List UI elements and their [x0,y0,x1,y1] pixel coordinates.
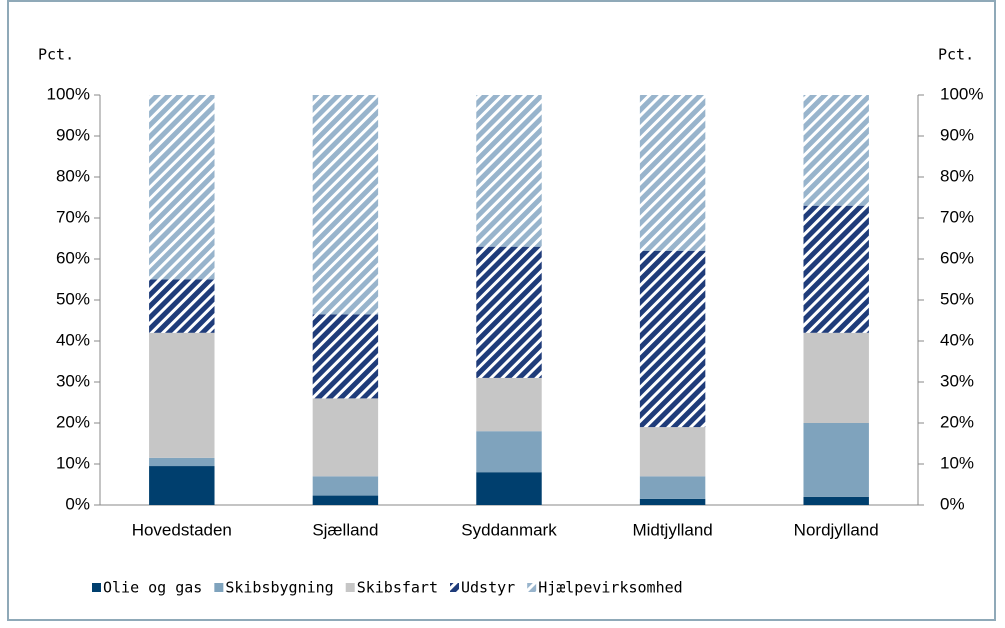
y2-tick-label: 60% [940,248,974,267]
bar-segment [803,423,869,497]
y2-tick-label: 70% [940,207,974,226]
bar-segment [476,246,542,378]
bar-segment [639,476,706,499]
y-tick-label: 60% [56,248,90,267]
y-tick-label: 30% [56,371,90,390]
x-tick-label: Hovedstaden [132,520,232,539]
bar-segment [312,476,379,496]
x-tick-label: Midtjylland [632,520,712,539]
y2-tick-label: 40% [940,330,974,349]
legend-swatch [345,583,355,592]
legend-label: Udstyr [461,579,515,597]
legend-swatch [214,583,224,592]
x-tick-label: Nordjylland [794,520,879,539]
y-tick-label: 50% [56,289,90,308]
bar-segment [639,95,706,251]
bar-segment [312,398,379,477]
y2-tick-label: 30% [940,371,974,390]
legend-swatch [527,583,537,592]
bar-segment [149,466,215,505]
y-tick-label: 70% [56,207,90,226]
bar-segment [312,314,379,399]
y2-tick-label: 50% [940,289,974,308]
bar-segment [803,205,869,333]
y-tick-label: 100% [47,84,90,103]
bar-segment [803,496,869,505]
bar-segment [639,498,706,505]
y2-axis-label: Pct. [938,46,974,64]
legend-swatch [450,583,459,592]
y-tick-label: 20% [56,412,90,431]
y-axis-label: Pct. [38,46,74,64]
bar-segment [803,95,869,206]
y2-tick-label: 100% [940,84,983,103]
y2-tick-label: 80% [940,166,974,185]
bar-segment [312,495,379,505]
y-tick-label: 80% [56,166,90,185]
x-tick-label: Sjælland [312,520,378,539]
legend-label: Skibsfart [357,579,438,597]
x-tick-label: Syddanmark [461,520,557,539]
bar-segment [803,332,869,423]
bar-segment [149,457,215,467]
y-tick-label: 40% [56,330,90,349]
bar-segment [149,332,215,458]
y2-tick-label: 90% [940,125,974,144]
bar-segment [149,95,215,280]
y2-tick-label: 0% [940,494,965,513]
y-tick-label: 0% [65,494,90,513]
y2-tick-label: 10% [940,453,974,472]
legend-label: Olie og gas [103,579,202,597]
bar-segment [312,95,379,315]
frame [7,0,996,621]
y2-tick-label: 20% [940,412,974,431]
y-tick-label: 10% [56,453,90,472]
bar-segment [639,427,706,477]
bar-segment [476,472,542,505]
bar-segment [149,279,215,333]
bar-segment [639,250,706,428]
legend-swatch [92,583,101,592]
legend-label: Hjælpevirksomhed [538,579,683,597]
bar-segment [476,377,542,432]
bar-segment [476,431,542,473]
legend-label: Skibsbygning [225,579,333,597]
y-tick-label: 90% [56,125,90,144]
bar-segment [476,95,542,247]
